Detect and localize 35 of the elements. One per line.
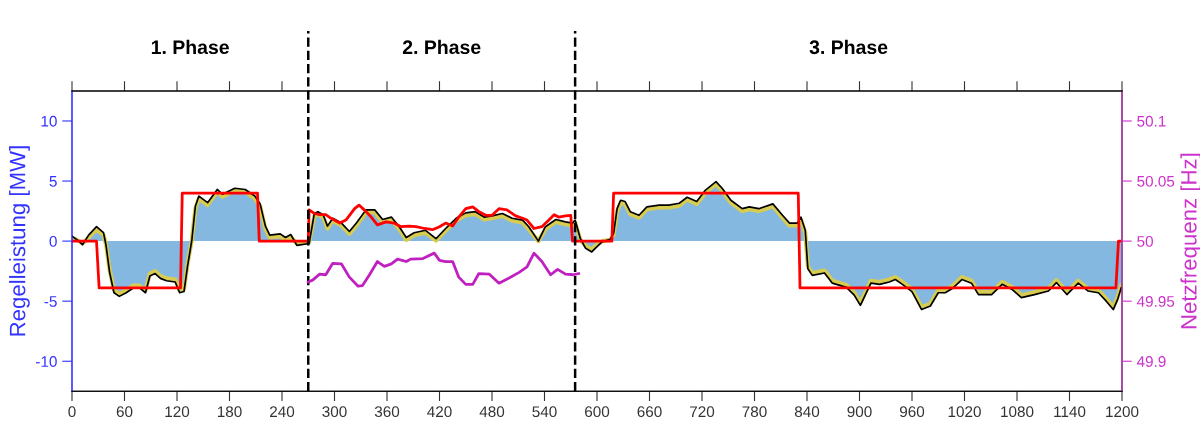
- x-tick-label: 240: [270, 406, 295, 418]
- y-tick-label: -10: [36, 356, 57, 367]
- x-tick-label: 1140: [1054, 406, 1086, 418]
- x-tick-label: 540: [532, 406, 557, 418]
- y-tick-label: -5: [44, 296, 57, 307]
- y-axis-title: Regelleistung [MW]: [9, 146, 30, 336]
- y-tick-label: 10: [41, 115, 57, 127]
- x-tick-label: 840: [794, 406, 820, 418]
- text: 3. Phase: [809, 39, 888, 55]
- x-tick-label: 660: [637, 406, 662, 418]
- text: 1. Phase: [151, 39, 229, 55]
- x-tick-label: 60: [116, 406, 133, 418]
- x-tick-label: 1080: [1001, 406, 1034, 418]
- x-tick-label: 960: [899, 406, 925, 418]
- y-tick-label: 5: [49, 176, 57, 187]
- x-tick-label: 780: [742, 406, 767, 418]
- x-tick-label: 720: [690, 406, 715, 418]
- x-tick-label: 480: [479, 406, 505, 418]
- x-tick-label: 360: [374, 406, 400, 418]
- y-tick-label: 0: [49, 235, 57, 247]
- y2-tick-label: 50.05: [1137, 175, 1175, 187]
- x-tick-label: 300: [322, 406, 347, 418]
- y2-tick-label: 50: [1137, 235, 1153, 247]
- x-tick-label: 0: [68, 406, 76, 418]
- text: 2. Phase: [402, 39, 481, 55]
- x-tick-label: 420: [427, 406, 452, 418]
- x-tick-label: 1020: [948, 406, 981, 418]
- y2-tick-label: 49.95: [1136, 296, 1175, 307]
- x-tick-label: 900: [847, 406, 872, 418]
- x-tick-label: 1200: [1106, 406, 1139, 418]
- x-tick-label: 600: [585, 406, 610, 418]
- x-tick-label: 120: [165, 406, 190, 418]
- x-tick-label: 180: [217, 406, 242, 418]
- y2-tick-label: 50.1: [1137, 115, 1166, 127]
- y2-tick-label: 49.9: [1136, 356, 1166, 367]
